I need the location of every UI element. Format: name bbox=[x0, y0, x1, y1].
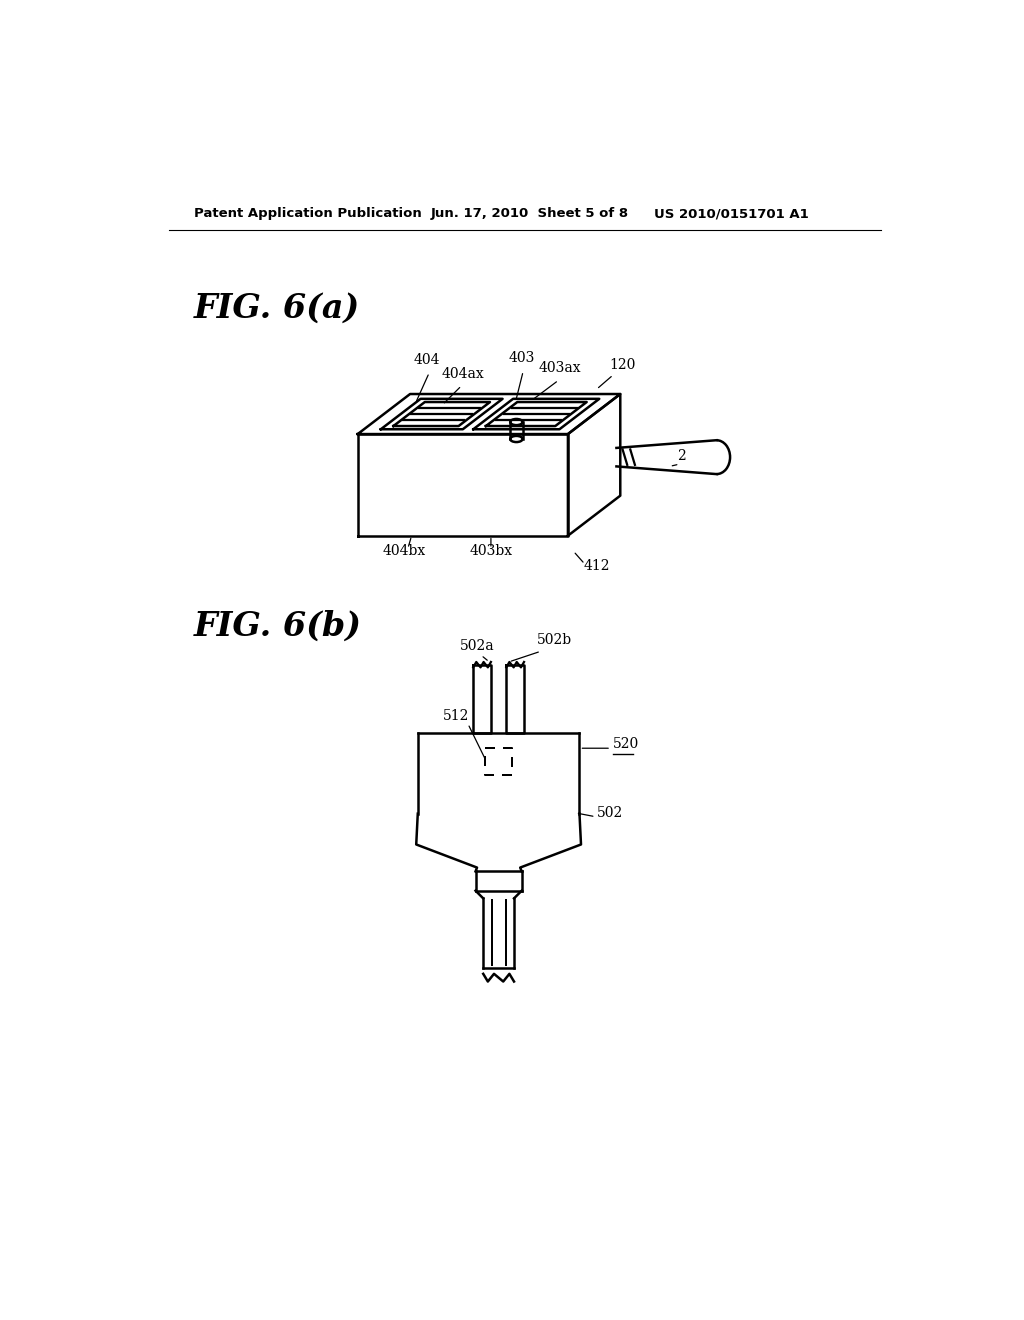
Text: 404ax: 404ax bbox=[441, 367, 484, 381]
Text: 520: 520 bbox=[612, 737, 639, 751]
Text: 502b: 502b bbox=[538, 634, 572, 647]
Text: 2: 2 bbox=[677, 449, 685, 463]
Text: 502a: 502a bbox=[460, 639, 495, 652]
Text: 120: 120 bbox=[609, 358, 636, 372]
Ellipse shape bbox=[510, 418, 522, 425]
Text: 403ax: 403ax bbox=[539, 362, 582, 375]
Text: Jun. 17, 2010  Sheet 5 of 8: Jun. 17, 2010 Sheet 5 of 8 bbox=[431, 207, 629, 220]
Text: 403bx: 403bx bbox=[469, 544, 512, 558]
Text: 404bx: 404bx bbox=[382, 544, 426, 558]
Text: 502: 502 bbox=[597, 805, 624, 820]
Text: Patent Application Publication: Patent Application Publication bbox=[194, 207, 422, 220]
Text: FIG. 6(b): FIG. 6(b) bbox=[194, 610, 361, 643]
Text: 403: 403 bbox=[509, 351, 535, 366]
Text: FIG. 6(a): FIG. 6(a) bbox=[194, 292, 360, 325]
Text: 512: 512 bbox=[443, 710, 469, 723]
Ellipse shape bbox=[510, 436, 522, 442]
Text: US 2010/0151701 A1: US 2010/0151701 A1 bbox=[654, 207, 809, 220]
Text: 412: 412 bbox=[584, 560, 610, 573]
Text: 404: 404 bbox=[414, 352, 440, 367]
